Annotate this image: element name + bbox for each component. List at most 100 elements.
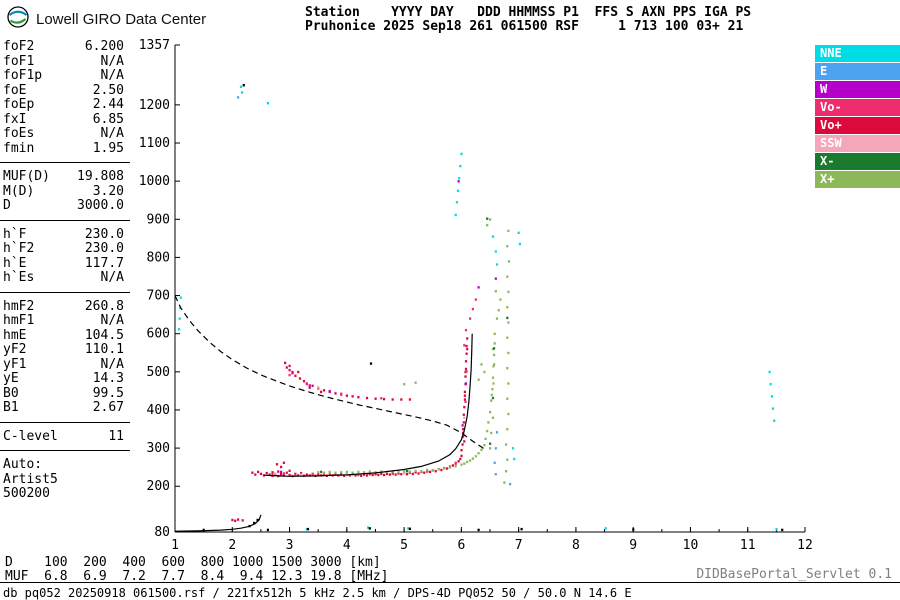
param-row: Auto:: [0, 457, 130, 473]
param-row: h`F 230.0: [0, 226, 130, 243]
param-value: 6.200: [84, 39, 124, 54]
param-label: h`E: [3, 255, 27, 271]
param-row: foEp 2.44: [0, 97, 130, 113]
svg-text:800: 800: [147, 250, 170, 265]
param-value: 230.0: [84, 226, 124, 242]
param-row: foF1 N/A: [0, 53, 130, 70]
param-value: N/A: [100, 68, 124, 83]
param-label: h`F: [3, 226, 27, 242]
param-label: C-level: [3, 428, 58, 444]
svg-text:700: 700: [147, 289, 170, 304]
echo-direction-legend: NNE E W Vo- Vo+ SSW X- X+: [815, 45, 900, 189]
param-value: 110.1: [84, 342, 124, 357]
param-value: 99.5: [92, 385, 124, 401]
param-label: h`F2: [3, 241, 35, 256]
panel-separator: [0, 219, 130, 221]
brand: Lowell GIRO Data Center: [6, 5, 206, 33]
giro-logo-icon: [6, 5, 30, 33]
panel-separator: [0, 162, 130, 163]
svg-text:5: 5: [400, 538, 408, 553]
param-value: 1.95: [92, 140, 124, 156]
param-label: foEs: [3, 126, 35, 141]
param-label: yF2: [3, 342, 27, 357]
param-label: h`Es: [3, 270, 35, 285]
svg-text:200: 200: [147, 479, 170, 494]
param-value: 6.85: [92, 111, 124, 127]
param-value: 11: [108, 428, 124, 444]
param-row: yE 14.3: [0, 371, 130, 387]
param-row: Artist5: [0, 471, 130, 488]
param-row: yF2 110.1: [0, 342, 130, 358]
param-label: B1: [3, 400, 19, 415]
svg-text:600: 600: [147, 327, 170, 342]
param-label: foEp: [3, 97, 35, 112]
param-row: foE 2.50: [0, 82, 130, 99]
svg-text:6: 6: [457, 538, 465, 553]
legend-item-vo: Vo+: [815, 117, 900, 134]
svg-text:1100: 1100: [139, 136, 170, 151]
param-row: h`F2 230.0: [0, 241, 130, 257]
station-header-line1: Station YYYY DAY DDD HHMMSS P1 FFS S AXN…: [305, 5, 752, 20]
param-value: 3.20: [92, 183, 124, 199]
station-header: Station YYYY DAY DDD HHMMSS P1 FFS S AXN…: [305, 6, 751, 34]
muf-values-row: MUF 6.8 6.9 7.2 7.7 8.4 9.4 12.3 19.8 [M…: [5, 569, 389, 584]
legend-item-x: X+: [815, 171, 900, 188]
panel-separator: [0, 291, 130, 293]
svg-text:8: 8: [572, 538, 580, 553]
param-value: 104.5: [84, 327, 124, 343]
param-row: hmE 104.5: [0, 327, 130, 344]
svg-text:400: 400: [147, 403, 170, 418]
param-row: h`E 117.7: [0, 255, 130, 272]
svg-text:300: 300: [147, 441, 170, 456]
param-row: hmF1 N/A: [0, 313, 130, 329]
svg-text:9: 9: [629, 538, 637, 553]
legend-item-vo: Vo-: [815, 99, 900, 116]
svg-text:7: 7: [515, 538, 523, 553]
param-row: MUF(D) 19.808: [0, 169, 130, 185]
param-row: hmF2 260.8: [0, 298, 130, 315]
param-label: hmF1: [3, 313, 35, 328]
param-row: foF2 6.200: [0, 39, 130, 55]
param-row: C-level 11: [0, 428, 130, 445]
svg-text:3: 3: [286, 538, 294, 553]
station-header-line2: Pruhonice 2025 Sep18 261 061500 RSF 1 71…: [305, 19, 744, 34]
param-label: fxI: [3, 111, 27, 127]
param-label: hmF2: [3, 298, 35, 314]
param-row: D 3000.0: [0, 198, 130, 214]
param-value: 3000.0: [77, 198, 124, 213]
param-row: B1 2.67: [0, 400, 130, 416]
brand-title: Lowell GIRO Data Center: [36, 10, 207, 28]
param-label: foF1p: [3, 68, 43, 83]
svg-text:2: 2: [228, 538, 236, 553]
param-value: N/A: [100, 53, 124, 69]
param-label: foF2: [3, 39, 35, 54]
param-row: B0 99.5: [0, 385, 130, 402]
param-value: 2.67: [92, 400, 124, 415]
svg-text:1000: 1000: [139, 174, 170, 189]
param-label: Artist5: [3, 471, 58, 487]
param-label: fmin: [3, 140, 35, 156]
param-label: M(D): [3, 183, 35, 199]
param-value: 14.3: [92, 371, 124, 386]
param-value: 2.50: [92, 82, 124, 98]
svg-text:4: 4: [343, 538, 351, 553]
param-label: yF1: [3, 356, 27, 372]
svg-text:1: 1: [171, 538, 179, 553]
svg-text:12: 12: [797, 538, 813, 553]
param-label: Auto:: [3, 457, 43, 472]
param-value: N/A: [100, 313, 124, 328]
footer-divider: [0, 582, 900, 583]
measurement-status-line: db pq052 20250918 061500.rsf / 221fx512h…: [3, 586, 632, 600]
panel-separator: [0, 450, 130, 451]
panel-separator: [0, 421, 130, 423]
param-value: N/A: [100, 126, 124, 141]
param-row: M(D) 3.20: [0, 183, 130, 200]
param-row: yF1 N/A: [0, 356, 130, 373]
param-label: 500200: [3, 486, 50, 501]
servlet-version-label: DIDBasePortal_Servlet 0.1: [696, 567, 892, 582]
svg-text:1357: 1357: [139, 38, 170, 53]
svg-text:900: 900: [147, 212, 170, 227]
param-label: D: [3, 198, 11, 213]
parameter-panel: foF2 6.200 foF1 N/A foF1p N/A foE 2.50 foEp 2.44 f…: [0, 39, 130, 502]
param-value: 230.0: [84, 241, 124, 256]
